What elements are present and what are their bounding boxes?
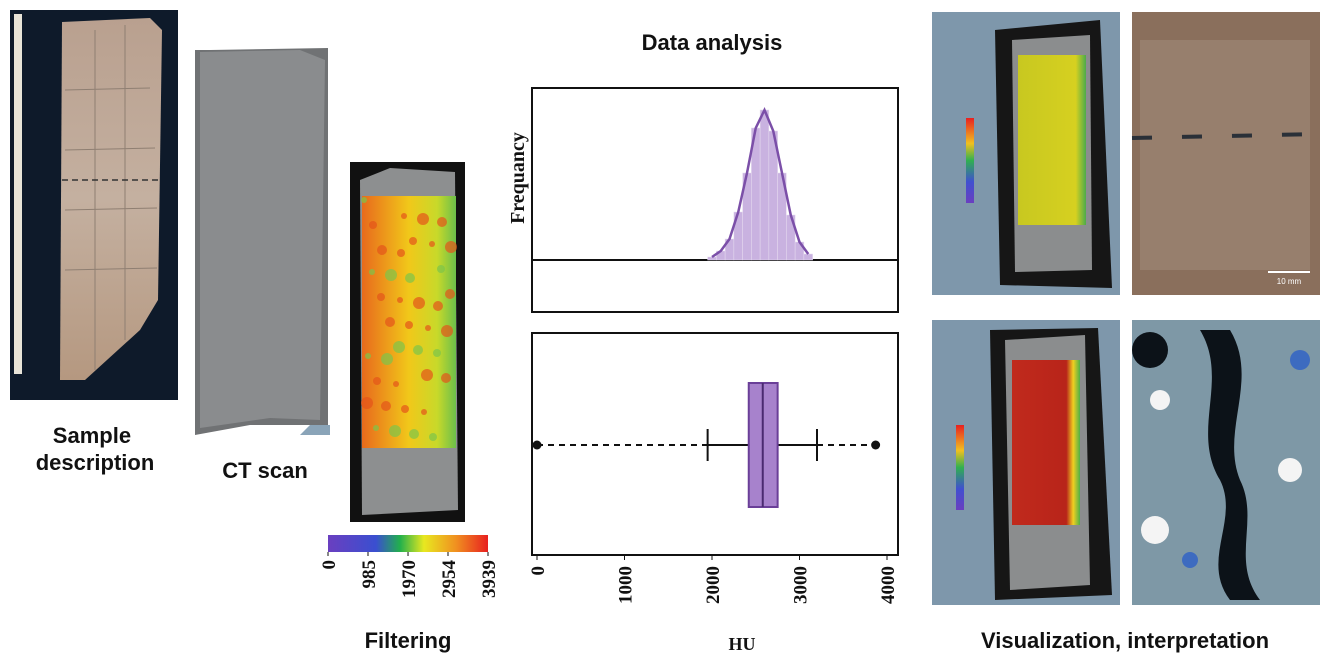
heat-spot: [373, 425, 379, 431]
heat-spot: [369, 221, 377, 229]
filtering-image: [350, 162, 465, 522]
heat-spot: [361, 397, 373, 409]
heat-spot: [437, 217, 447, 227]
histogram-bar: [708, 257, 717, 260]
y-axis-label: Frequancy: [507, 132, 529, 224]
heat-spot: [381, 353, 393, 365]
colorbar-tick-label: 2954: [439, 560, 460, 599]
heat-spot: [441, 325, 453, 337]
heat-spot: [365, 353, 371, 359]
heat-spot: [385, 269, 397, 281]
heat-spot: [381, 401, 391, 411]
heat-spot: [429, 241, 435, 247]
label-line: description: [36, 450, 155, 475]
filtering-label: Filtering: [365, 628, 452, 653]
viz-panel-2: [932, 320, 1120, 605]
colorbar-tick-label: 0: [319, 560, 340, 570]
ct-label: CT scan: [222, 458, 308, 483]
visualization-label: Visualization, interpretation: [981, 628, 1269, 653]
x-tick-label: 1000: [616, 566, 637, 604]
heat-spot: [445, 289, 455, 299]
x-tick-label: 4000: [878, 566, 899, 604]
x-axis-label: HU: [729, 634, 756, 654]
heat-spot: [413, 345, 423, 355]
histogram-panel: [532, 88, 898, 312]
label-line: Sample: [53, 423, 131, 448]
heat-spot: [445, 241, 457, 253]
heat-spot: [409, 237, 417, 245]
heat-spot: [433, 349, 441, 357]
heat-spot: [401, 213, 407, 219]
heat-spot: [433, 301, 443, 311]
sample-label: Sample description: [36, 423, 155, 475]
heat-spot: [441, 373, 451, 383]
heat-spot: [405, 273, 415, 283]
heat-spot: [397, 297, 403, 303]
colorbar: [328, 535, 488, 552]
heat-spot: [421, 409, 427, 415]
colorbar-tick-label: 1970: [399, 560, 420, 598]
viz-photo-1: 10 mm: [1132, 12, 1320, 295]
analysis-title: Data analysis: [642, 30, 783, 55]
heat-spot: [361, 197, 367, 203]
x-tick-label: 3000: [791, 566, 812, 604]
heat-spot: [421, 369, 433, 381]
scale-bar-label: 10 mm: [1277, 277, 1302, 286]
x-tick-label: 0: [528, 566, 549, 576]
histogram-bar: [760, 110, 769, 260]
outlier: [533, 441, 542, 450]
heat-spot: [369, 269, 375, 275]
heat-spot: [429, 433, 437, 441]
colorbar-tick-label: 985: [359, 560, 380, 589]
heat-spot: [377, 245, 387, 255]
heat-spot: [397, 249, 405, 257]
x-tick-label: 2000: [703, 566, 724, 604]
heat-spot: [409, 429, 419, 439]
heat-spot: [377, 293, 385, 301]
viz-photo-2: [1132, 320, 1320, 605]
heat-spot: [385, 317, 395, 327]
heat-spot: [405, 321, 413, 329]
heat-spot: [373, 377, 381, 385]
heat-spot: [401, 405, 409, 413]
colorbar-tick-label: 3939: [479, 560, 500, 598]
heat-spot: [425, 325, 431, 331]
figure: Sample description CT scan 0 985 1970 2954 3…: [0, 0, 1327, 660]
heat-spot: [413, 297, 425, 309]
heat-spot: [417, 213, 429, 225]
heat-spot: [393, 341, 405, 353]
heat-spot: [437, 265, 445, 273]
heat-spot: [393, 381, 399, 387]
viz-panel-1: [932, 12, 1120, 295]
sample-photo: [10, 10, 178, 400]
outlier: [871, 441, 880, 450]
histogram-bar: [804, 254, 813, 260]
ct-image: [195, 48, 330, 435]
heat-spot: [389, 425, 401, 437]
